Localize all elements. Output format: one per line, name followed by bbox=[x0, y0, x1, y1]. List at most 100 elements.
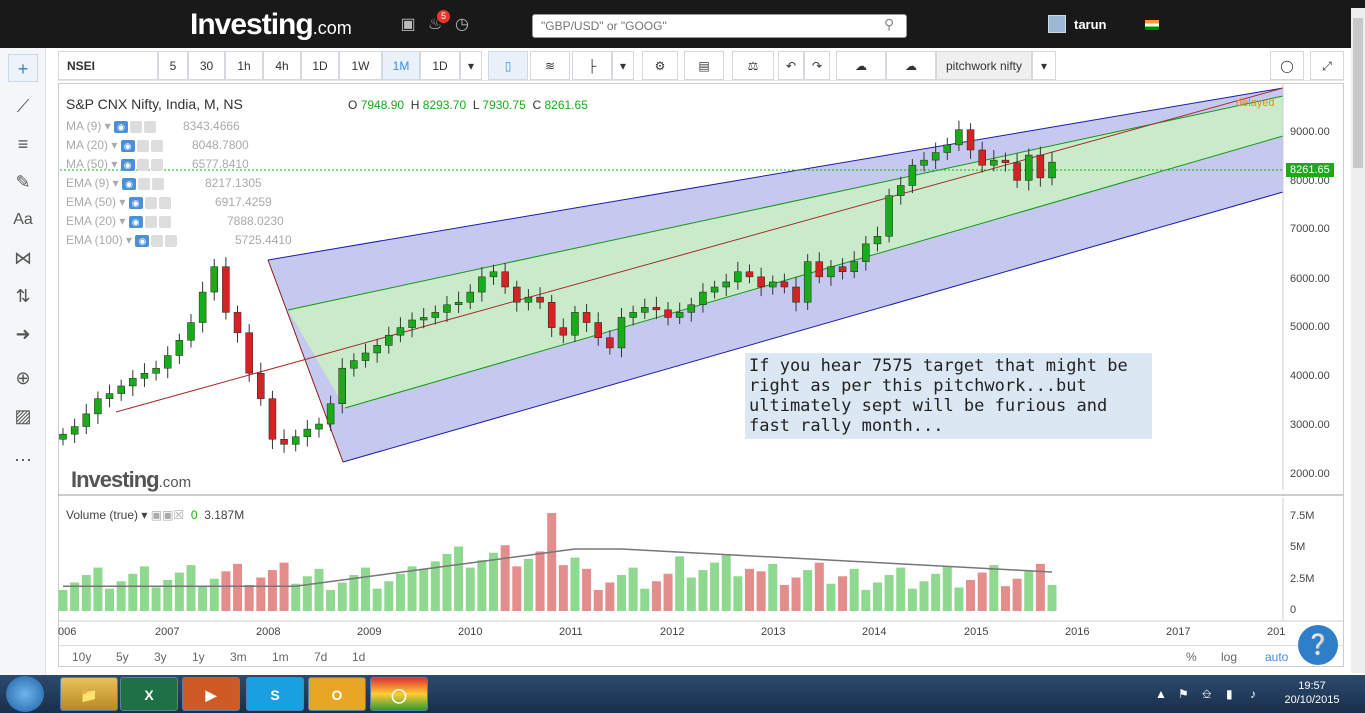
remove-icon[interactable] bbox=[158, 215, 171, 228]
avatar[interactable] bbox=[1048, 15, 1066, 33]
interval-1m[interactable]: 1M bbox=[382, 51, 420, 80]
visibility-eye-icon[interactable]: ◉ bbox=[114, 120, 129, 133]
template-dropdown[interactable]: ▾ bbox=[1032, 51, 1056, 80]
explorer-icon[interactable]: 📁 bbox=[60, 677, 118, 711]
range-3m[interactable]: 3m bbox=[230, 650, 247, 664]
template-name[interactable]: pitchwork nifty bbox=[936, 51, 1032, 80]
measure-icon[interactable]: ▨ bbox=[14, 406, 32, 426]
interval-1w[interactable]: 1W bbox=[339, 51, 382, 80]
start-button[interactable] bbox=[6, 676, 44, 712]
visibility-eye-icon[interactable]: ◉ bbox=[128, 196, 143, 209]
volume-legend[interactable]: Volume (true) ▾ ▣▣☒ 0 3.187M bbox=[66, 508, 245, 522]
candles-icon[interactable]: ▯ bbox=[488, 51, 528, 80]
interval-5[interactable]: 5 bbox=[158, 51, 188, 80]
zoom-icon[interactable]: ⊕ bbox=[15, 368, 31, 388]
fib-icon[interactable]: ⇅ bbox=[15, 286, 31, 306]
bars-icon[interactable]: ├ bbox=[572, 51, 612, 80]
time-axis[interactable]: 006 2007 2008 2009 2010 2011 2012 2013 2… bbox=[58, 626, 1286, 638]
brush-icon[interactable]: ✎ bbox=[15, 172, 31, 192]
tray-arrow-icon[interactable]: ▲ bbox=[1155, 687, 1167, 701]
visibility-eye-icon[interactable]: ◉ bbox=[128, 215, 143, 228]
indicator-row[interactable]: EMA (50) ▾ ◉ 6917.4259 bbox=[66, 195, 272, 209]
more-icon[interactable]: ⋯ bbox=[14, 450, 32, 470]
settings-icon[interactable] bbox=[136, 158, 149, 171]
interval-4h[interactable]: 4h bbox=[263, 51, 301, 80]
pattern-icon[interactable]: ⋈ bbox=[14, 248, 32, 268]
range-1y[interactable]: 1y bbox=[192, 650, 205, 664]
trendline-icon[interactable]: ⟋ bbox=[16, 96, 30, 116]
remove-icon[interactable] bbox=[165, 234, 178, 247]
interval-1d[interactable]: 1D bbox=[301, 51, 339, 80]
chart-note[interactable]: If you hear 7575 target that might be ri… bbox=[745, 353, 1152, 439]
range-5y[interactable]: 5y bbox=[116, 650, 129, 664]
system-clock[interactable]: 19:57 20/10/2015 bbox=[1284, 680, 1340, 706]
range-10y[interactable]: 10y bbox=[72, 650, 92, 664]
indicator-row[interactable]: EMA (9) ▾ ◉ 8217.1305 bbox=[66, 176, 262, 190]
interval-dropdown[interactable]: ▾ bbox=[460, 51, 482, 80]
visibility-eye-icon[interactable]: ◉ bbox=[120, 158, 135, 171]
text-icon[interactable]: Aa bbox=[13, 211, 33, 228]
line-chart-icon[interactable]: ≋ bbox=[530, 51, 570, 80]
search-icon[interactable]: ⚲ bbox=[884, 16, 895, 32]
interval-30[interactable]: 30 bbox=[188, 51, 225, 80]
indicator-row[interactable]: EMA (20) ▾ ◉ 7888.0230 bbox=[66, 214, 284, 228]
visibility-eye-icon[interactable]: ◉ bbox=[120, 139, 135, 152]
back-arrow-icon[interactable]: ➜ bbox=[15, 324, 31, 344]
volume-icon[interactable]: ♪ bbox=[1250, 687, 1256, 701]
settings-icon[interactable] bbox=[151, 234, 164, 247]
indicators-icon[interactable]: ▤ bbox=[684, 51, 724, 80]
indicator-row[interactable]: MA (50) ▾ ◉ 6577.8410 bbox=[66, 157, 249, 171]
remove-icon[interactable] bbox=[150, 139, 163, 152]
range-3y[interactable]: 3y bbox=[154, 650, 167, 664]
cloud-download-icon[interactable]: ☁ bbox=[836, 51, 886, 80]
visibility-eye-icon[interactable]: ◉ bbox=[122, 177, 137, 190]
interval-1h[interactable]: 1h bbox=[225, 51, 263, 80]
skype-icon[interactable]: S bbox=[246, 677, 304, 711]
page-scrollbar[interactable] bbox=[1351, 8, 1365, 673]
settings-icon[interactable] bbox=[130, 120, 143, 133]
user-name[interactable]: tarun bbox=[1074, 17, 1107, 32]
scale-percent[interactable]: % bbox=[1186, 650, 1197, 664]
settings-icon[interactable] bbox=[136, 139, 149, 152]
undo-icon[interactable]: ↶ bbox=[778, 51, 804, 80]
indicator-row[interactable]: MA (9) ▾ ◉ 8343.4666 bbox=[66, 119, 240, 133]
range-1m[interactable]: 1m bbox=[272, 650, 289, 664]
remove-icon[interactable] bbox=[152, 177, 165, 190]
tray-device-icon[interactable]: ⎒ bbox=[1202, 687, 1212, 701]
range-1d[interactable]: 1d bbox=[352, 650, 366, 664]
settings-icon[interactable] bbox=[138, 177, 151, 190]
portfolio-icon[interactable]: ▣ bbox=[400, 16, 416, 33]
settings-icon[interactable] bbox=[144, 215, 157, 228]
fullscreen-icon[interactable]: ⤢ bbox=[1310, 51, 1344, 80]
scrollbar-thumb[interactable] bbox=[1353, 18, 1363, 168]
interval-1d-custom[interactable]: 1D bbox=[420, 51, 460, 80]
camera-icon[interactable]: ◯ bbox=[1270, 51, 1304, 80]
remove-icon[interactable] bbox=[150, 158, 163, 171]
indicator-row[interactable]: MA (20) ▾ ◉ 8048.7800 bbox=[66, 138, 249, 152]
cloud-upload-icon[interactable]: ☁ bbox=[886, 51, 936, 80]
scale-log[interactable]: log bbox=[1221, 650, 1238, 664]
network-icon[interactable]: ▮ bbox=[1226, 687, 1233, 701]
remove-icon[interactable] bbox=[144, 120, 157, 133]
chart-type-dropdown[interactable]: ▾ bbox=[612, 51, 634, 80]
horizontal-lines-icon[interactable]: ≡ bbox=[17, 134, 29, 154]
media-player-icon[interactable]: ▶ bbox=[182, 677, 240, 711]
chrome-icon[interactable]: ◯ bbox=[370, 677, 428, 711]
investing-logo[interactable]: Investing.com bbox=[190, 8, 352, 41]
settings-gear-icon[interactable]: ⚙ bbox=[642, 51, 678, 80]
symbol-field[interactable]: NSEI bbox=[58, 51, 158, 80]
scale-auto[interactable]: auto bbox=[1265, 650, 1289, 664]
excel-icon[interactable]: X bbox=[120, 677, 178, 711]
redo-icon[interactable]: ↷ bbox=[804, 51, 830, 80]
search-input[interactable] bbox=[532, 14, 907, 38]
remove-icon[interactable] bbox=[158, 196, 171, 209]
settings-icon[interactable] bbox=[144, 196, 157, 209]
clock-icon[interactable]: ◷ bbox=[455, 16, 469, 33]
help-bulb-icon[interactable]: ❔ bbox=[1298, 625, 1338, 665]
chart-title[interactable]: S&P CNX Nifty, India, M, NS bbox=[66, 96, 243, 112]
tray-flag-icon[interactable]: ⚑ bbox=[1178, 687, 1189, 701]
india-flag-icon[interactable] bbox=[1145, 20, 1159, 30]
compare-scale-icon[interactable]: ⚖ bbox=[732, 51, 774, 80]
range-7d[interactable]: 7d bbox=[314, 650, 328, 664]
indicator-row[interactable]: EMA (100) ▾ ◉ 5725.4410 bbox=[66, 233, 292, 247]
